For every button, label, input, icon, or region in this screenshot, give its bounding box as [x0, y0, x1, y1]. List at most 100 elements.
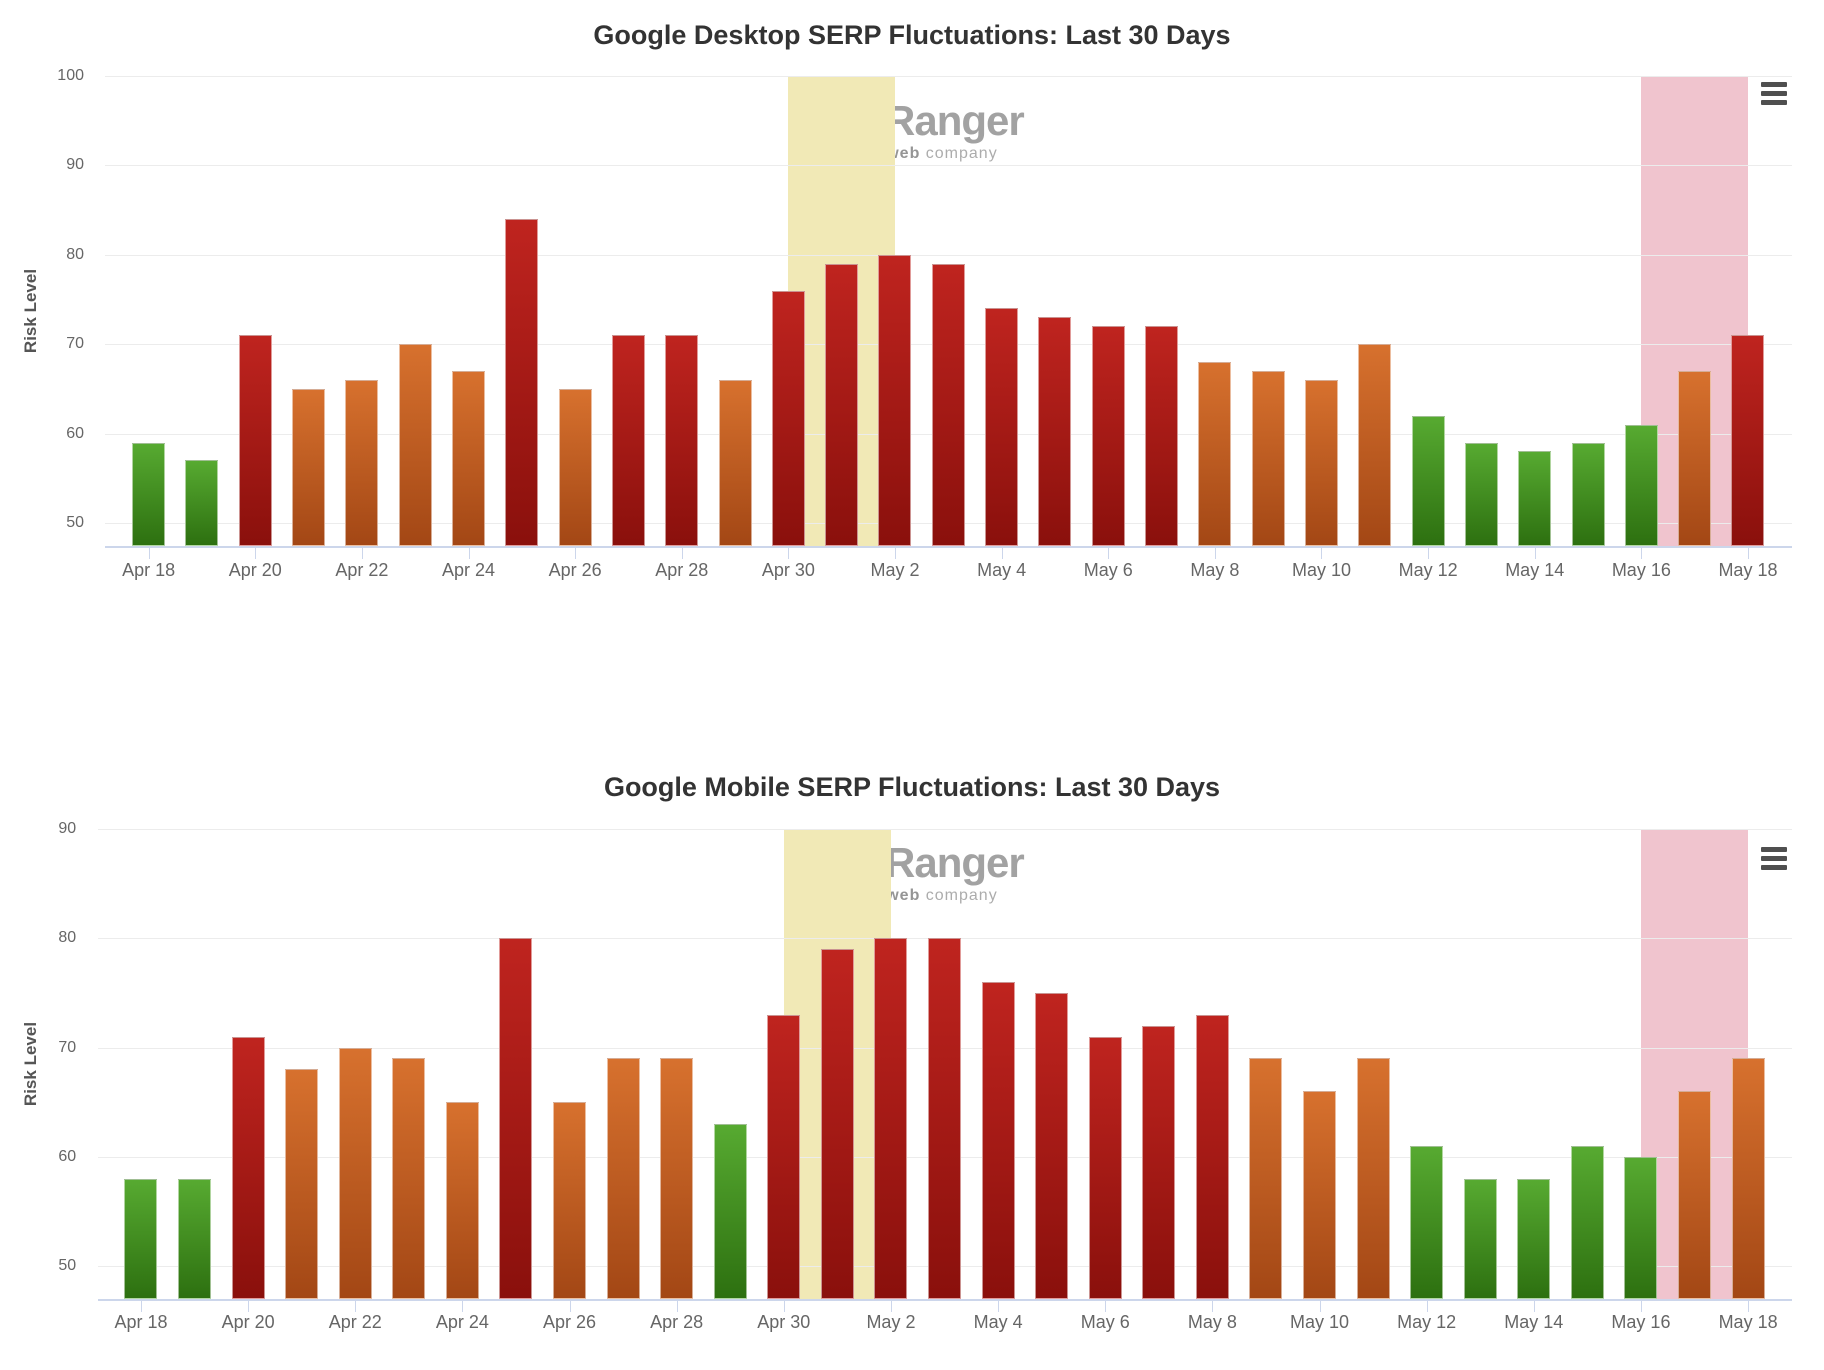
axis-tick	[783, 1299, 785, 1312]
y-axis-label: 90	[66, 156, 84, 174]
bar-apr-30	[767, 1014, 801, 1299]
bar-may-7	[1142, 1025, 1176, 1299]
bar-may-12	[1410, 1145, 1444, 1299]
bar-apr-21	[292, 388, 326, 546]
x-axis-label: Apr 26	[548, 560, 602, 580]
axis-tick	[1001, 546, 1003, 559]
bar-apr-26	[553, 1102, 587, 1299]
x-axis-label: Apr 30	[757, 1312, 811, 1332]
bar-may-3	[928, 938, 962, 1299]
bar-apr-26	[558, 388, 592, 546]
x-axis-label: May 12	[1398, 560, 1458, 580]
x-axis-line	[105, 546, 1792, 548]
axis-tick	[1640, 1299, 1642, 1312]
axis-tick	[1747, 546, 1749, 559]
bar-apr-28	[665, 335, 699, 546]
bar-apr-28	[660, 1058, 694, 1299]
bar-apr-18	[132, 442, 166, 546]
bar-may-14	[1518, 451, 1552, 546]
bar-apr-18	[124, 1178, 158, 1299]
x-axis-label: May 2	[866, 1312, 916, 1332]
x-axis-label: May 8	[1190, 560, 1240, 580]
x-axis-label: May 8	[1187, 1312, 1237, 1332]
bar-apr-20	[231, 1036, 265, 1299]
bar-may-10	[1304, 379, 1338, 546]
bar-apr-29	[713, 1123, 747, 1299]
y-axis-label: 80	[66, 245, 84, 263]
hamburger-line	[1761, 856, 1787, 861]
bar-apr-25	[499, 938, 533, 1299]
bar-may-13	[1464, 442, 1498, 546]
axis-tick	[361, 546, 363, 559]
bar-may-4	[981, 981, 1015, 1299]
x-axis-label: Apr 28	[650, 1312, 704, 1332]
x-axis-label: May 16	[1611, 560, 1671, 580]
bar-may-16	[1624, 1156, 1658, 1299]
bar-apr-29	[718, 379, 752, 546]
bar-may-7	[1145, 326, 1179, 546]
bar-apr-27	[611, 335, 645, 546]
axis-tick	[1426, 1299, 1428, 1312]
bar-may-2	[878, 254, 912, 546]
y-axis-label: 90	[58, 820, 77, 837]
mobile-chart-title: Google Mobile SERP Fluctuations: Last 30…	[603, 772, 1221, 802]
bar-apr-27	[606, 1058, 640, 1299]
x-axis-label: Apr 18	[114, 1312, 168, 1332]
x-axis-label: Apr 26	[543, 1312, 597, 1332]
x-axis-label: Apr 22	[335, 560, 389, 580]
bar-may-4	[985, 308, 1019, 546]
x-axis-label: Apr 22	[328, 1312, 382, 1332]
bar-may-10	[1303, 1091, 1337, 1299]
bar-may-15	[1571, 442, 1605, 546]
axis-tick	[1748, 1299, 1750, 1312]
y-axis-label: 60	[58, 1147, 77, 1165]
hamburger-line	[1761, 865, 1787, 870]
x-axis-label: May 6	[1080, 1312, 1130, 1332]
axis-tick	[1533, 1299, 1535, 1312]
hamburger-line	[1761, 82, 1787, 87]
axis-tick	[1428, 546, 1430, 559]
desktop-chart-menu-button hamburger-icon[interactable]	[1761, 82, 1787, 105]
x-axis-label: Apr 20	[228, 560, 282, 580]
axis-tick	[788, 546, 790, 559]
bar-may-6	[1091, 326, 1125, 546]
x-axis-line	[98, 1299, 1792, 1301]
y-axis-label: 70	[66, 335, 84, 353]
x-axis-label: May 4	[977, 560, 1027, 580]
mobile-chart-menu-button hamburger-icon[interactable]	[1761, 847, 1787, 870]
bar-apr-20	[238, 335, 272, 546]
axis-tick	[355, 1299, 357, 1312]
x-axis-label: May 14	[1505, 560, 1565, 580]
bar-apr-19	[178, 1178, 212, 1299]
bar-apr-19	[185, 460, 219, 546]
y-axis-label: 50	[58, 1257, 77, 1274]
axis-tick	[575, 546, 577, 559]
bar-apr-23	[398, 344, 432, 546]
axis-tick	[681, 546, 683, 559]
axis-tick	[998, 1299, 1000, 1312]
bar-apr-30	[771, 290, 805, 546]
axis-tick	[462, 1299, 464, 1312]
bar-may-13	[1463, 1178, 1497, 1299]
x-axis-label: Apr 20	[221, 1312, 275, 1332]
gridline-90	[105, 165, 1792, 167]
axis-tick	[1108, 546, 1110, 559]
bar-apr-23	[392, 1058, 426, 1299]
axis-tick	[1321, 546, 1323, 559]
axis-tick	[894, 546, 896, 559]
x-axis-label: May 10	[1291, 560, 1351, 580]
bar-may-17	[1678, 371, 1712, 546]
bar-may-8	[1195, 1014, 1229, 1299]
bar-may-11	[1358, 344, 1392, 546]
axis-tick	[255, 546, 257, 559]
axis-tick	[140, 1299, 142, 1312]
axis-tick	[676, 1299, 678, 1312]
x-axis-label: Apr 18	[122, 560, 176, 580]
axis-tick	[1534, 546, 1536, 559]
bar-may-9	[1249, 1058, 1283, 1299]
axis-tick	[569, 1299, 571, 1312]
y-axis-label: 100	[57, 67, 84, 84]
axis-tick	[1319, 1299, 1321, 1312]
y-axis-label: 50	[66, 514, 84, 531]
x-axis-label: May 18	[1718, 1312, 1778, 1332]
